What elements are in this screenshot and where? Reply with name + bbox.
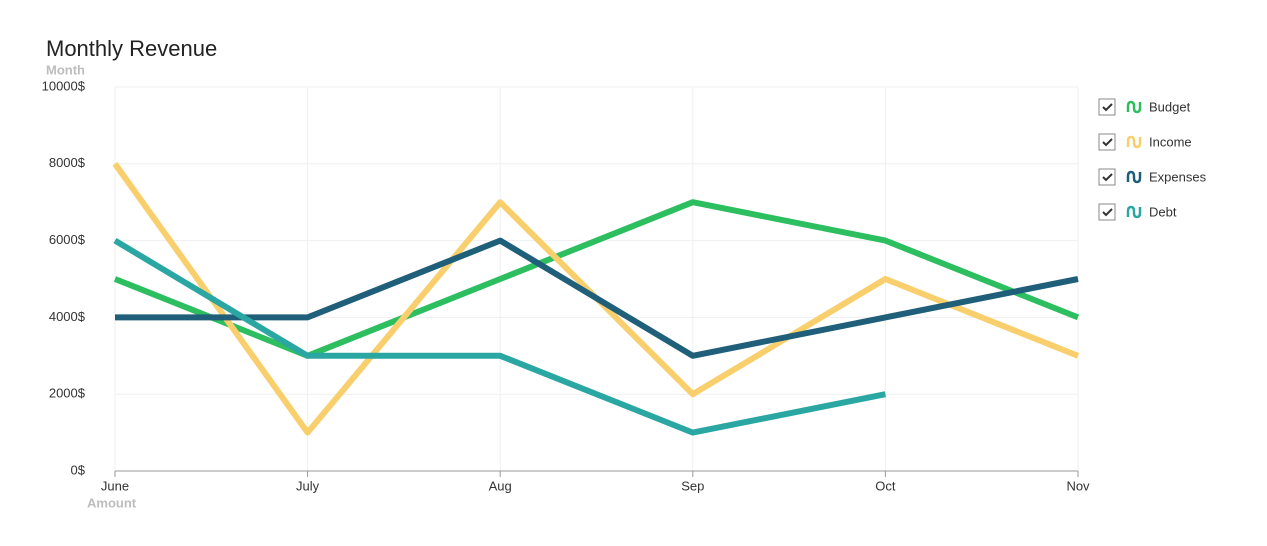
x-tick-label: Oct [875, 478, 896, 493]
series-line [113, 199, 1080, 359]
legend-item[interactable]: Expenses [1098, 168, 1207, 186]
legend-item[interactable]: Budget [1098, 98, 1191, 116]
x-tick-label: Nov [1066, 478, 1090, 493]
y-tick-label: 8000$ [49, 155, 86, 170]
x-tick-label: Aug [489, 478, 512, 493]
y-tick-label: 6000$ [49, 232, 86, 247]
legend-label: Expenses [1149, 169, 1207, 184]
legend-label: Debt [1149, 204, 1177, 219]
legend-item[interactable]: Debt [1098, 203, 1177, 221]
legend-checkbox[interactable] [1098, 133, 1116, 151]
x-axis-label: Amount [87, 495, 137, 510]
y-tick-label: 4000$ [49, 309, 86, 324]
x-tick-label: July [296, 478, 320, 493]
y-axis-label: Month [46, 62, 85, 77]
legend-icon [1126, 170, 1142, 184]
legend-icon [1126, 100, 1142, 114]
chart-title: Monthly Revenue [46, 36, 217, 61]
legend-checkbox[interactable] [1098, 98, 1116, 116]
legend-icon [1126, 135, 1142, 149]
checkmark [1102, 208, 1113, 217]
y-tick-label: 0$ [71, 462, 86, 477]
series-line [113, 238, 886, 436]
legend-icon [1126, 205, 1142, 219]
legend-label: Budget [1149, 99, 1191, 114]
y-tick-label: 10000$ [42, 78, 86, 93]
x-tick-label: Sep [681, 478, 704, 493]
y-tick-label: 2000$ [49, 386, 86, 401]
legend-item[interactable]: Income [1098, 133, 1192, 151]
legend-label: Income [1149, 134, 1192, 149]
checkmark [1102, 173, 1113, 182]
legend-checkbox[interactable] [1098, 203, 1116, 221]
checkmark [1102, 138, 1113, 147]
series-line [115, 237, 1079, 359]
checkmark [1102, 103, 1113, 112]
x-tick-label: June [101, 478, 129, 493]
legend-checkbox[interactable] [1098, 168, 1116, 186]
